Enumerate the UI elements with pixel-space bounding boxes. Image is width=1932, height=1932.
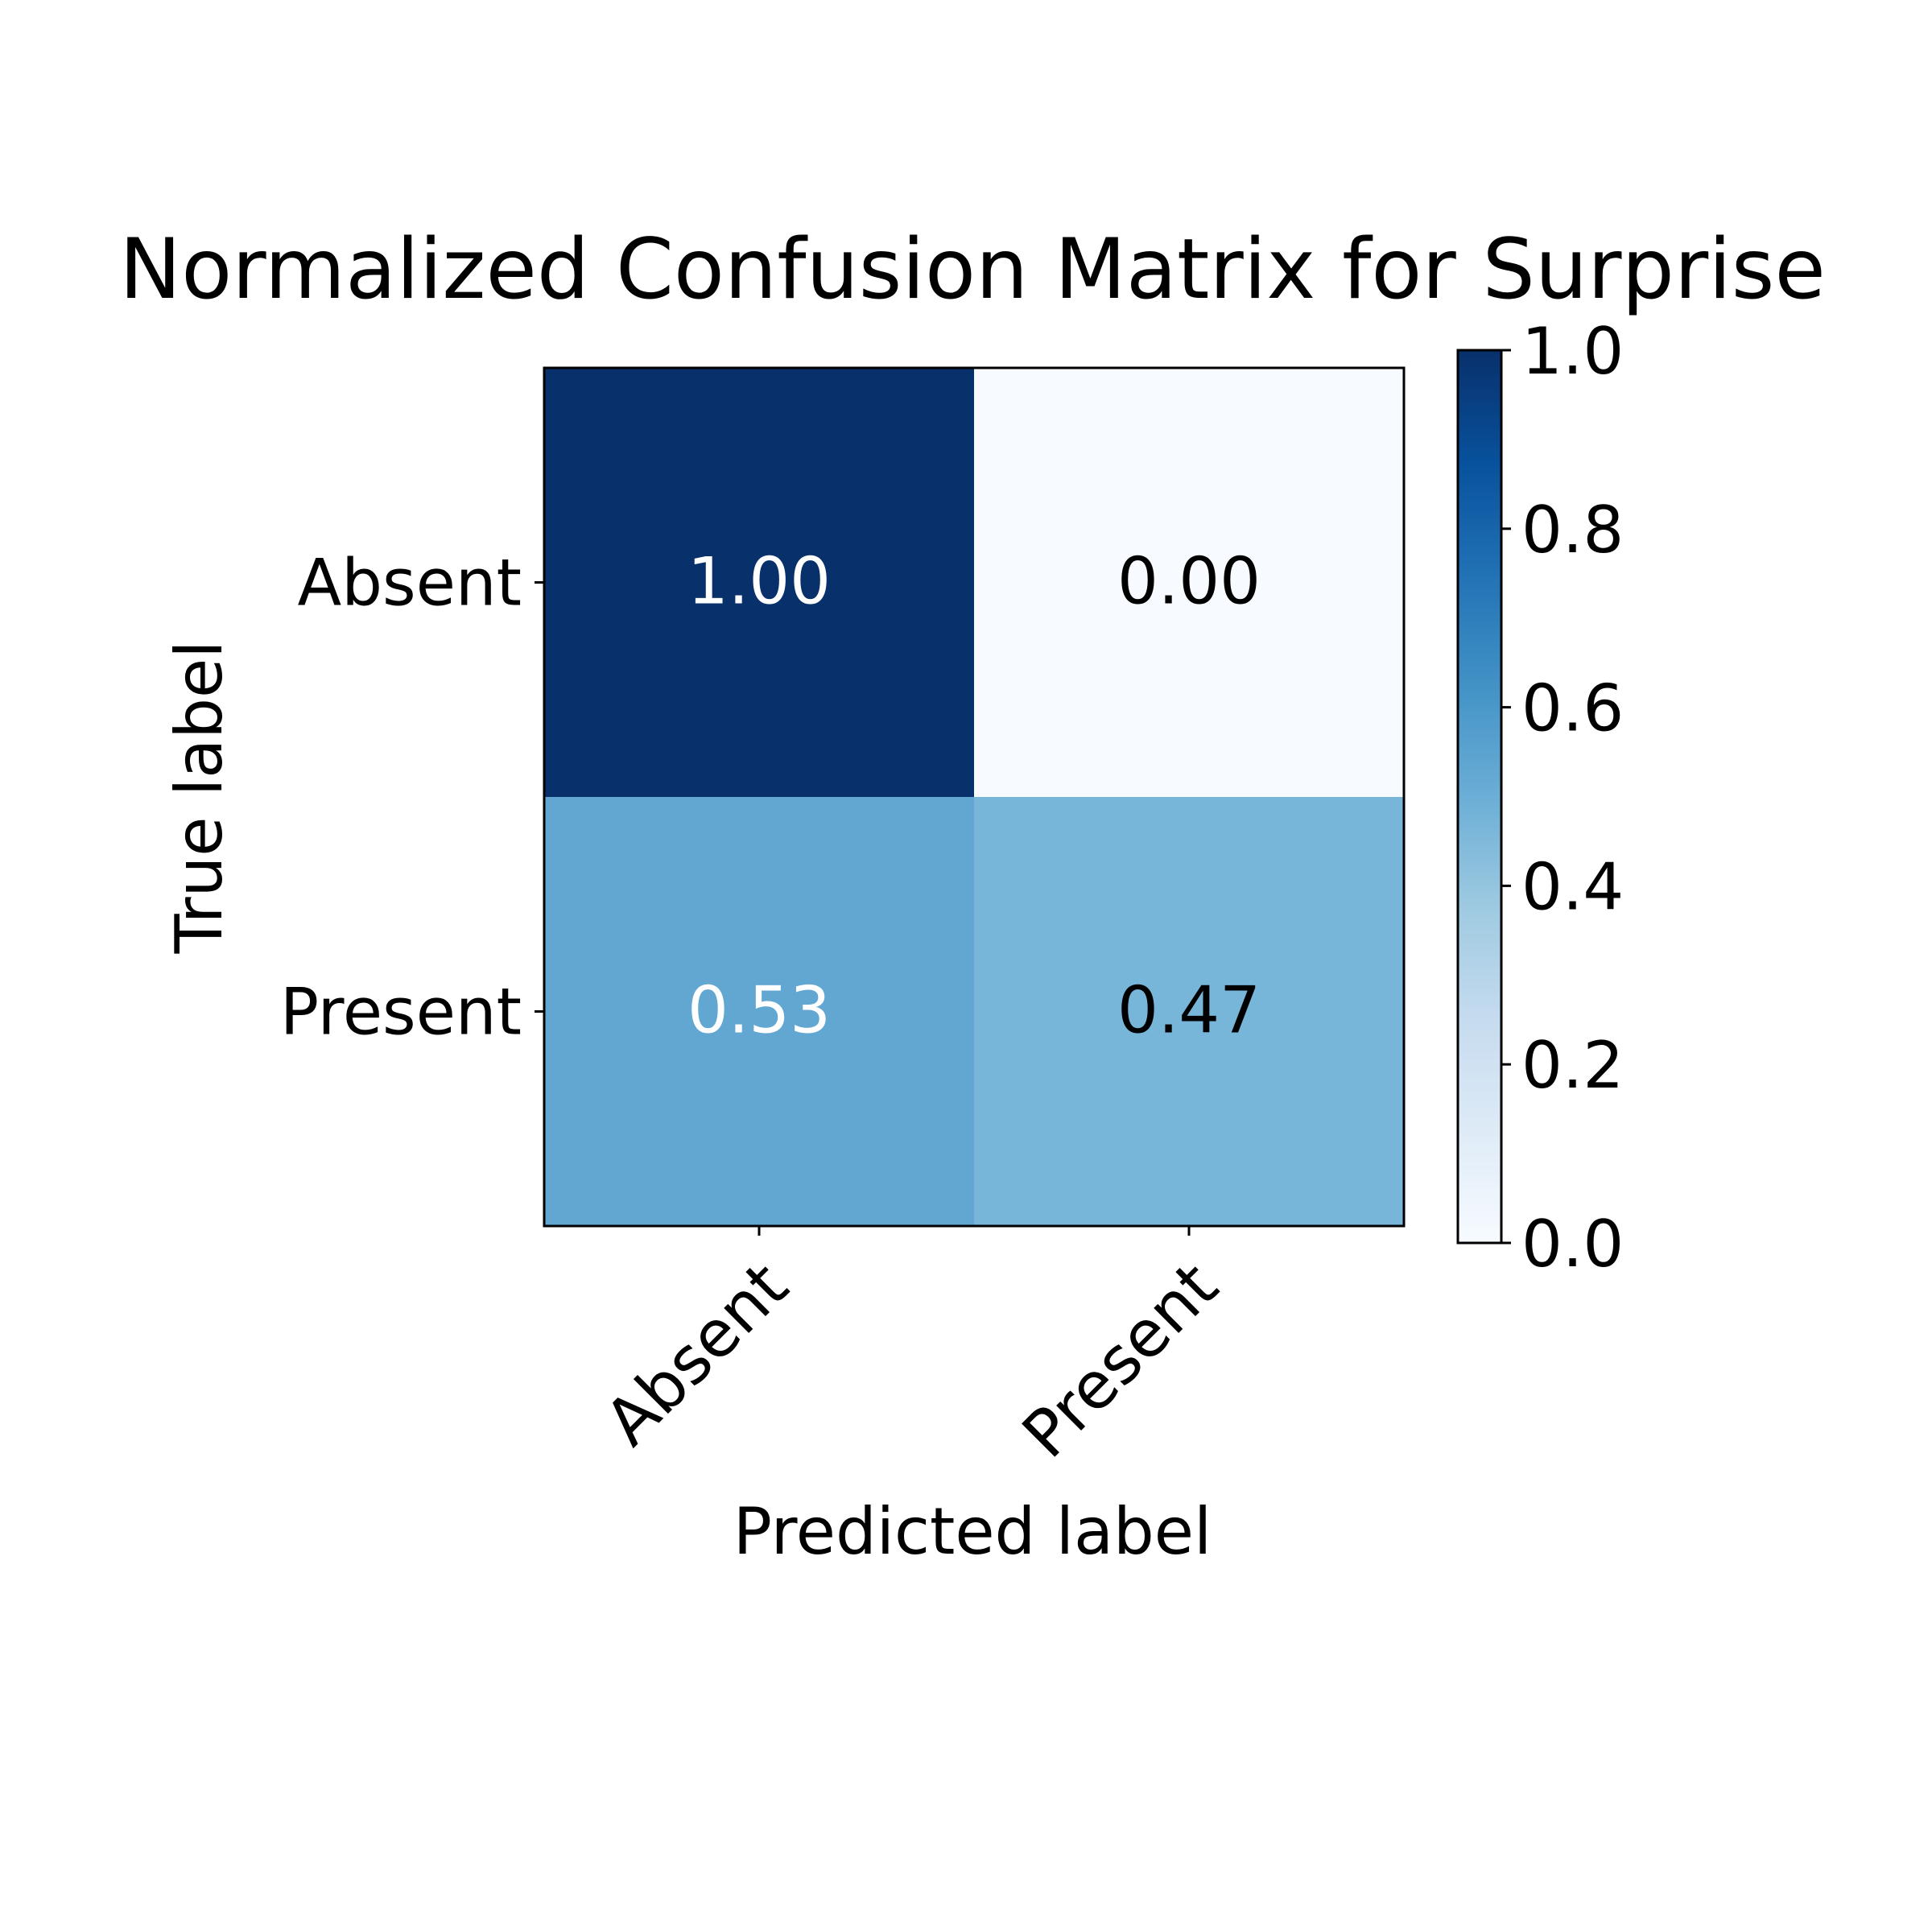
colorbar-ticks: 0.0 0.2 0.4 0.6 0.8 1.0 [1501, 314, 1624, 1282]
colorbar-tick-label: 0.2 [1521, 1028, 1624, 1103]
colorbar-tick-label: 1.0 [1521, 314, 1624, 389]
heatmap-cell [544, 368, 975, 798]
heatmap-cell [974, 797, 1405, 1227]
colorbar [1456, 349, 1503, 1245]
cell-value-label: 1.00 [687, 544, 831, 619]
colorbar-tick-label: 0.4 [1521, 849, 1624, 924]
cell-value-label: 0.53 [687, 973, 831, 1048]
cell-value-label: 0.00 [1117, 544, 1261, 619]
cell-value-label: 0.47 [1117, 973, 1261, 1048]
y-tick-labels: Absent Present [280, 546, 544, 1050]
colorbar-tick-label: 0.6 [1521, 671, 1624, 746]
chart-title: Normalized Confusion Matrix for Surprise [119, 221, 1826, 318]
y-tick-label: Absent [298, 546, 522, 621]
y-axis-label: True label [162, 641, 237, 955]
heatmap-cells: 1.00 0.00 0.53 0.47 [544, 368, 1405, 1227]
x-axis-label: Predicted label [733, 1494, 1212, 1569]
colorbar-tick-label: 0.0 [1521, 1207, 1624, 1282]
y-tick-label: Present [280, 975, 522, 1050]
heatmap-cell [544, 797, 975, 1227]
heatmap-cell [974, 368, 1405, 798]
plot-frame [543, 366, 1406, 1228]
colorbar-tick-label: 0.8 [1521, 493, 1624, 568]
